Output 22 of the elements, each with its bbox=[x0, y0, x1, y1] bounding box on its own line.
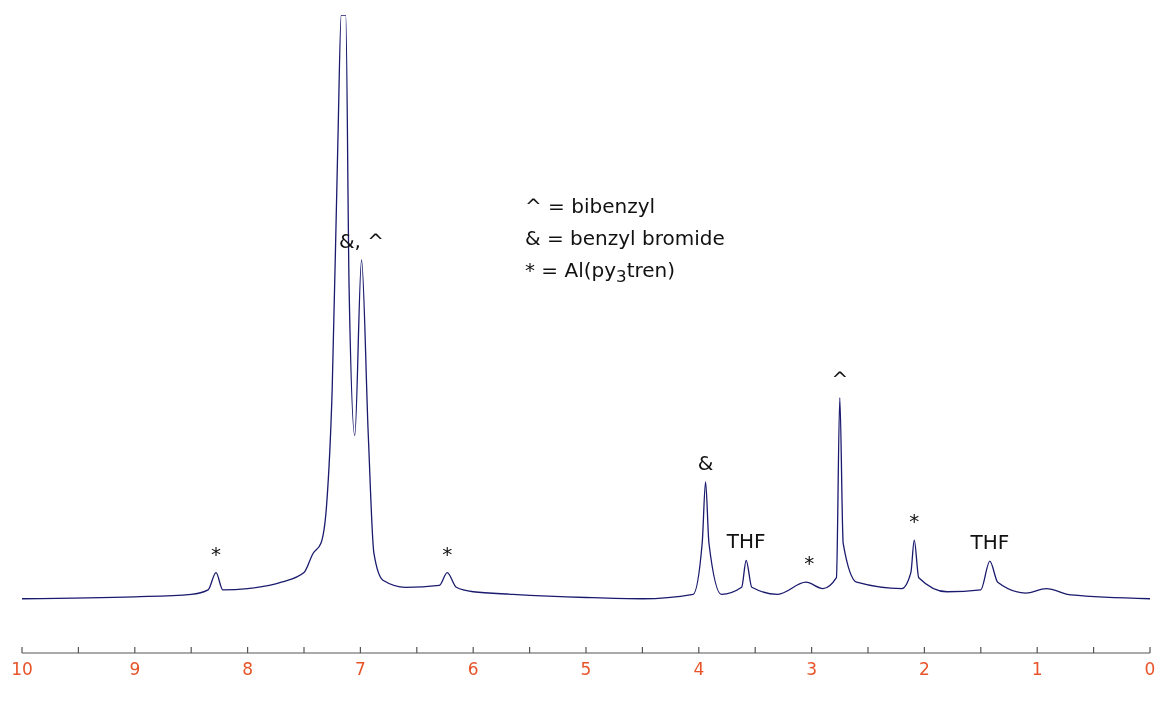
x-tick-label: 0 bbox=[1144, 659, 1156, 679]
annotation: & bbox=[697, 451, 714, 476]
x-tick-label: 6 bbox=[467, 659, 479, 679]
annotation: * = Al(py$_{3}$tren) bbox=[525, 257, 677, 288]
x-tick-label: 10 bbox=[11, 659, 33, 679]
annotation: THF bbox=[725, 529, 766, 554]
x-tick-label: 1 bbox=[1031, 659, 1043, 679]
x-tick-label: 5 bbox=[580, 659, 592, 679]
annotation: ^ bbox=[831, 366, 849, 391]
annotation: & = benzyl bromide bbox=[525, 225, 725, 252]
x-tick-label: 3 bbox=[806, 659, 818, 679]
x-tick-label: 9 bbox=[129, 659, 141, 679]
x-tick-label: 7 bbox=[354, 659, 366, 679]
annotation: * bbox=[211, 541, 222, 566]
annotation: ^ = bibenzyl bbox=[525, 193, 657, 220]
x-tick-label: 4 bbox=[693, 659, 705, 679]
annotation: THF bbox=[969, 530, 1010, 555]
annotation: * bbox=[442, 541, 453, 566]
annotation: * bbox=[909, 509, 920, 534]
annotation: * bbox=[804, 551, 815, 576]
x-tick-label: 2 bbox=[918, 659, 930, 679]
x-tick-label: 8 bbox=[242, 659, 254, 679]
